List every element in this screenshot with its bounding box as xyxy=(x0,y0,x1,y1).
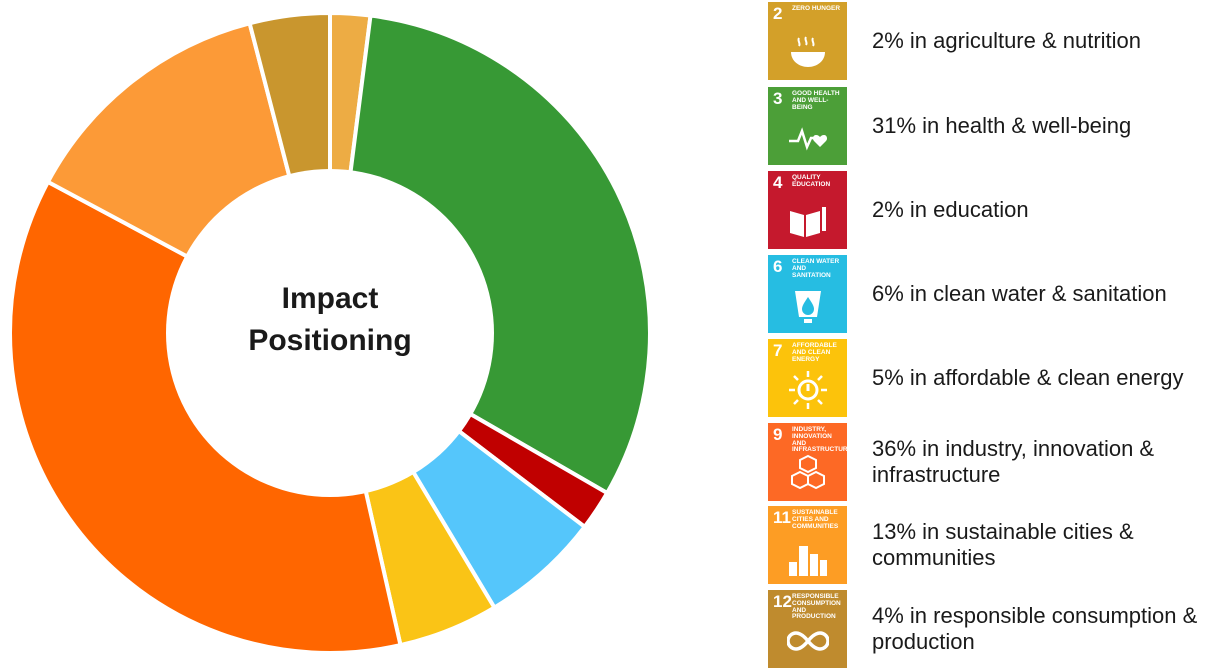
sdg-badge: 6 CLEAN WATER AND SANITATION xyxy=(768,255,847,333)
donut-slices xyxy=(8,10,652,655)
sdg-title: RESPONSIBLE CONSUMPTION AND PRODUCTION xyxy=(792,593,841,621)
sdg-title: ZERO HUNGER xyxy=(792,5,841,12)
sdg-title: AFFORDABLE AND CLEAN ENERGY xyxy=(792,342,837,363)
sdg-title: GOOD HEALTH AND WELL-BEING xyxy=(792,90,840,111)
legend-item: 12 RESPONSIBLE CONSUMPTION AND PRODUCTION… xyxy=(768,590,1209,668)
sdg-number: 7 xyxy=(773,341,783,360)
legend-item: 4 QUALITY EDUCATION 2% in education xyxy=(768,171,1209,249)
heartbeat-icon xyxy=(787,117,829,159)
sdg-title: SUSTAINABLE CITIES AND COMMUNITIES xyxy=(792,509,839,530)
sdg-badge: 9 INDUSTRY, INNOVATION AND INFRASTRUCTURE xyxy=(768,423,847,501)
legend: 2 ZERO HUNGER 2% in agriculture & nutritio… xyxy=(768,0,1209,668)
sdg-badge: 3 GOOD HEALTH AND WELL-BEING xyxy=(768,87,847,165)
sdg-number: 2 xyxy=(773,4,783,23)
legend-item: 6 CLEAN WATER AND SANITATION 6% in clean w… xyxy=(768,255,1209,333)
water-drop-icon xyxy=(787,285,829,327)
legend-item: 11 SUSTAINABLE CITIES AND COMMUNITIES 13% … xyxy=(768,506,1209,584)
legend-item: 9 INDUSTRY, INNOVATION AND INFRASTRUCTURE… xyxy=(768,423,1209,501)
legend-item: 3 GOOD HEALTH AND WELL-BEING 31% in health… xyxy=(768,87,1209,165)
sdg-number: 11 xyxy=(773,508,791,527)
sdg-title: INDUSTRY, INNOVATION AND INFRASTRUCTURE xyxy=(792,426,847,454)
legend-label: 2% in education xyxy=(872,196,1029,222)
cubes-icon xyxy=(787,453,829,495)
sdg-badge: 2 ZERO HUNGER xyxy=(768,2,847,80)
legend-label: 13% in sustainable cities & communities xyxy=(872,518,1134,570)
sdg-number: 4 xyxy=(773,173,783,192)
city-icon xyxy=(787,536,829,578)
legend-item: 7 AFFORDABLE AND CLEAN ENERGY 5% in afford… xyxy=(768,339,1209,417)
legend-label: 4% in responsible consumption & producti… xyxy=(872,602,1198,654)
legend-item: 2 ZERO HUNGER 2% in agriculture & nutritio… xyxy=(768,2,1209,80)
legend-label: 31% in health & well-being xyxy=(872,112,1132,138)
sdg-badge: 4 QUALITY EDUCATION xyxy=(768,171,847,249)
sdg-badge: 12 RESPONSIBLE CONSUMPTION AND PRODUCTION xyxy=(768,590,847,668)
sdg-badge: 7 AFFORDABLE AND CLEAN ENERGY xyxy=(768,339,847,417)
donut-chart: Impact Positioning xyxy=(8,10,652,655)
legend-label: 36% in industry, innovation & infrastruc… xyxy=(872,435,1155,487)
center-label-line-1: Impact xyxy=(282,282,379,315)
center-label-line-2: Positioning xyxy=(248,324,411,357)
sdg-badge: 11 SUSTAINABLE CITIES AND COMMUNITIES xyxy=(768,506,847,584)
infinity-icon xyxy=(786,620,830,662)
bowl-icon xyxy=(787,32,829,74)
sdg-number: 9 xyxy=(773,425,783,444)
legend-label: 5% in affordable & clean energy xyxy=(872,364,1184,390)
sdg-title: QUALITY EDUCATION xyxy=(792,174,831,188)
book-icon xyxy=(787,201,829,243)
sdg-number: 3 xyxy=(773,89,783,108)
legend-label: 6% in clean water & sanitation xyxy=(872,280,1167,306)
donut-hole xyxy=(166,169,494,497)
sdg-title: CLEAN WATER AND SANITATION xyxy=(792,258,840,279)
sdg-number: 6 xyxy=(773,257,783,276)
sdg-number: 12 xyxy=(773,592,792,611)
legend-label: 2% in agriculture & nutrition xyxy=(872,27,1142,53)
sun-power-icon xyxy=(787,369,829,411)
